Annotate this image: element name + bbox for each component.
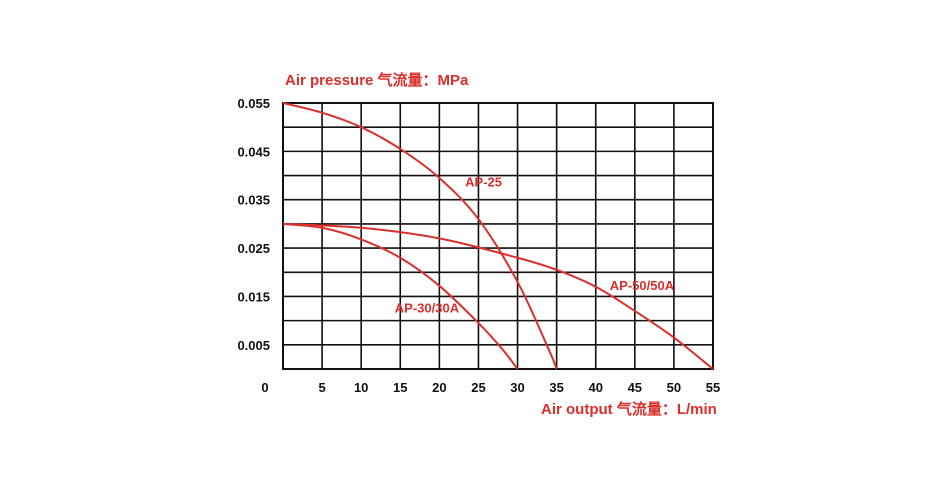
curve-ap-25: [282, 102, 558, 370]
x-tick-label: 30: [510, 380, 524, 395]
tick-labels: 0 5 10 15 20 25 30 35 40 45 50 55 0.055 0.045 0.035 0.0…: [237, 96, 720, 395]
x-tick-label: 25: [471, 380, 485, 395]
x-tick-label: 55: [706, 380, 720, 395]
y-tick-label: 0.005: [237, 338, 270, 353]
series-label-ap-25: AP-25: [465, 175, 502, 190]
y-axis-title: Air pressure 气流量：MPa: [285, 71, 469, 89]
series-label-ap-50-50a: AP-50/50A: [610, 278, 675, 293]
series-label-ap-30-30a: AP-30/30A: [395, 300, 460, 315]
x-tick-label: 5: [318, 380, 325, 395]
y-tick-label: 0.045: [237, 144, 270, 159]
x-tick-label: 15: [393, 380, 407, 395]
y-tick-label: 0.015: [237, 289, 270, 304]
y-tick-label: 0.055: [237, 96, 270, 111]
y-tick-label: 0.025: [237, 241, 270, 256]
curve-ap-50-50a: [282, 222, 714, 370]
x-tick-label: 35: [549, 380, 563, 395]
plot-frame: [282, 102, 714, 370]
grid: [282, 102, 714, 370]
x-tick-label: 40: [588, 380, 602, 395]
curve-ap-30-30a: [282, 222, 519, 370]
y-tick-label: 0.035: [237, 193, 270, 208]
x-tick-label: 0: [261, 380, 268, 395]
curves: [282, 102, 714, 370]
x-tick-label: 50: [667, 380, 681, 395]
x-tick-label: 20: [432, 380, 446, 395]
series-labels: AP-25 AP-30/30A AP-50/50A: [395, 175, 675, 316]
x-tick-label: 10: [354, 380, 368, 395]
x-axis-title: Air output 气流量：L/min: [541, 400, 717, 418]
x-tick-label: 45: [628, 380, 642, 395]
